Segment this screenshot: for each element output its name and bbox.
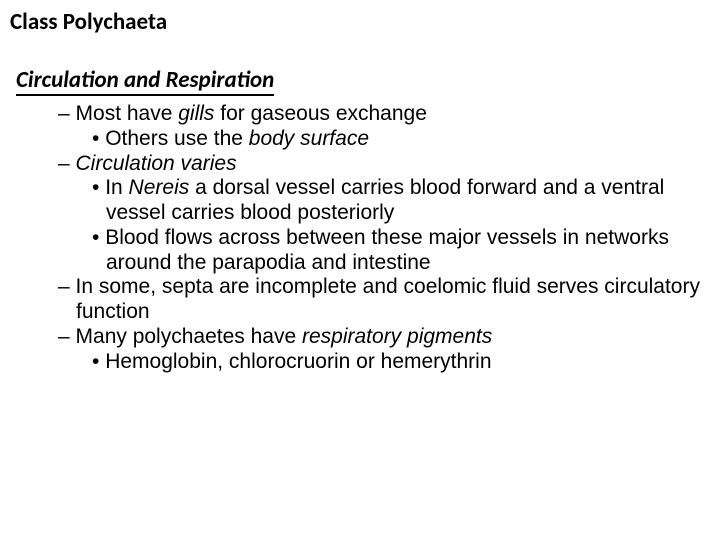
text: Most have	[76, 102, 179, 125]
list-item: In Nereis a dorsal vessel carries blood …	[16, 176, 710, 226]
list-item: Others use the body surface	[16, 127, 710, 152]
bullet-content: Most have gills for gaseous exchange Oth…	[16, 102, 710, 374]
list-item: Most have gills for gaseous exchange	[16, 102, 710, 127]
text: a dorsal vessel carries blood forward an…	[106, 176, 664, 224]
italic-text: Circulation varies	[76, 152, 237, 175]
italic-text: gills	[178, 102, 214, 125]
list-item: Hemoglobin, chlorocruorin or hemerythrin	[16, 350, 710, 375]
text: for gaseous exchange	[214, 102, 426, 125]
italic-text: respiratory pigments	[302, 325, 492, 348]
text: In	[105, 176, 128, 199]
text: Others use the	[105, 127, 249, 150]
italic-text: body surface	[249, 127, 369, 150]
section-subtitle: Circulation and Respiration	[16, 66, 274, 96]
list-item: In some, septa are incomplete and coelom…	[16, 275, 710, 325]
text: In some, septa are incomplete and coelom…	[76, 275, 700, 323]
list-item: Blood flows across between these major v…	[16, 226, 710, 276]
text: Many polychaetes have	[76, 325, 302, 348]
text: Hemoglobin, chlorocruorin or hemerythrin	[105, 350, 491, 373]
list-item: Many polychaetes have respiratory pigmen…	[16, 325, 710, 350]
page-title: Class Polychaeta	[10, 8, 710, 36]
list-item: Circulation varies	[16, 152, 710, 177]
italic-text: Nereis	[129, 176, 190, 199]
text: Blood flows across between these major v…	[105, 226, 669, 274]
